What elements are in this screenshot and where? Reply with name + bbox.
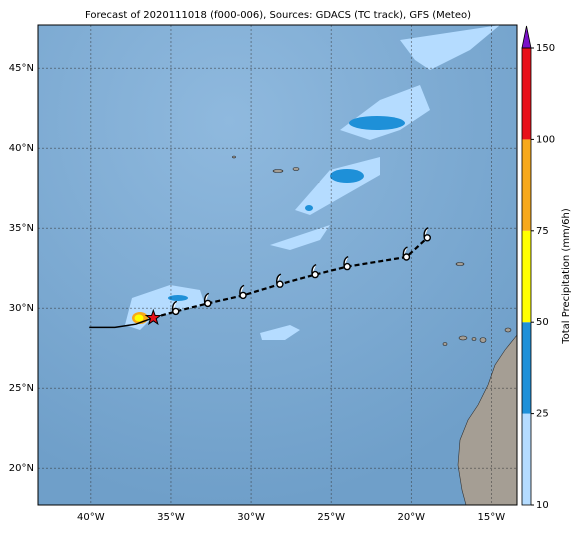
precip-moderate (168, 116, 405, 301)
y-tick-label: 35°N (9, 223, 34, 234)
y-tick-label: 40°N (9, 143, 34, 154)
colorbar-tick-label: 100 (536, 134, 555, 145)
storm-symbol (239, 284, 247, 300)
storm-symbol (402, 246, 411, 261)
y-tick-label: 20°N (9, 463, 34, 474)
colorbar-segment (522, 139, 531, 231)
map-frame (37, 24, 518, 506)
colorbar-tick-label: 150 (536, 43, 555, 54)
colorbar-tick-label: 25 (536, 409, 549, 420)
colorbar-segment (522, 230, 531, 323)
colorbar-tick-label: 50 (536, 317, 549, 328)
colorbar-extend (521, 25, 532, 49)
past-track (89, 317, 154, 329)
x-tick-label: 15°W (478, 512, 506, 523)
colorbar-segment (522, 322, 531, 414)
map-title: Forecast of 2020111018 (f000-006), Sourc… (85, 10, 471, 21)
y-tick-label: 25°N (9, 383, 34, 394)
colorbar-tick-label: 75 (536, 226, 549, 237)
precip-heavy-core (134, 314, 144, 322)
current-position (144, 308, 162, 326)
x-tick-label: 30°W (237, 512, 265, 523)
land (457, 334, 517, 505)
map-overlay (38, 25, 517, 505)
colorbar-frame (521, 47, 532, 506)
x-tick-label: 40°W (77, 512, 105, 523)
map-area (38, 25, 517, 505)
colorbar-segment (522, 413, 531, 505)
x-tick-label: 25°W (317, 512, 345, 523)
colorbar-segment (522, 48, 531, 140)
storm-symbol (171, 300, 180, 316)
storm-symbol (423, 227, 431, 242)
colorbar-tick-label: 10 (536, 500, 549, 511)
sea (38, 25, 517, 505)
storm-symbol (343, 255, 351, 271)
y-tick-label: 45°N (9, 63, 34, 74)
storm-symbol (203, 292, 212, 308)
storm-symbol (311, 263, 319, 279)
x-tick-label: 35°W (157, 512, 185, 523)
x-tick-label: 20°W (397, 512, 425, 523)
colorbar: 10 25 50 75 100 150 (521, 25, 555, 511)
colorbar-label: Total Precipitation (mm/6h) (561, 208, 572, 345)
islands (232, 155, 512, 346)
storm-symbol (276, 273, 284, 288)
y-tick-label: 30°N (9, 303, 34, 314)
